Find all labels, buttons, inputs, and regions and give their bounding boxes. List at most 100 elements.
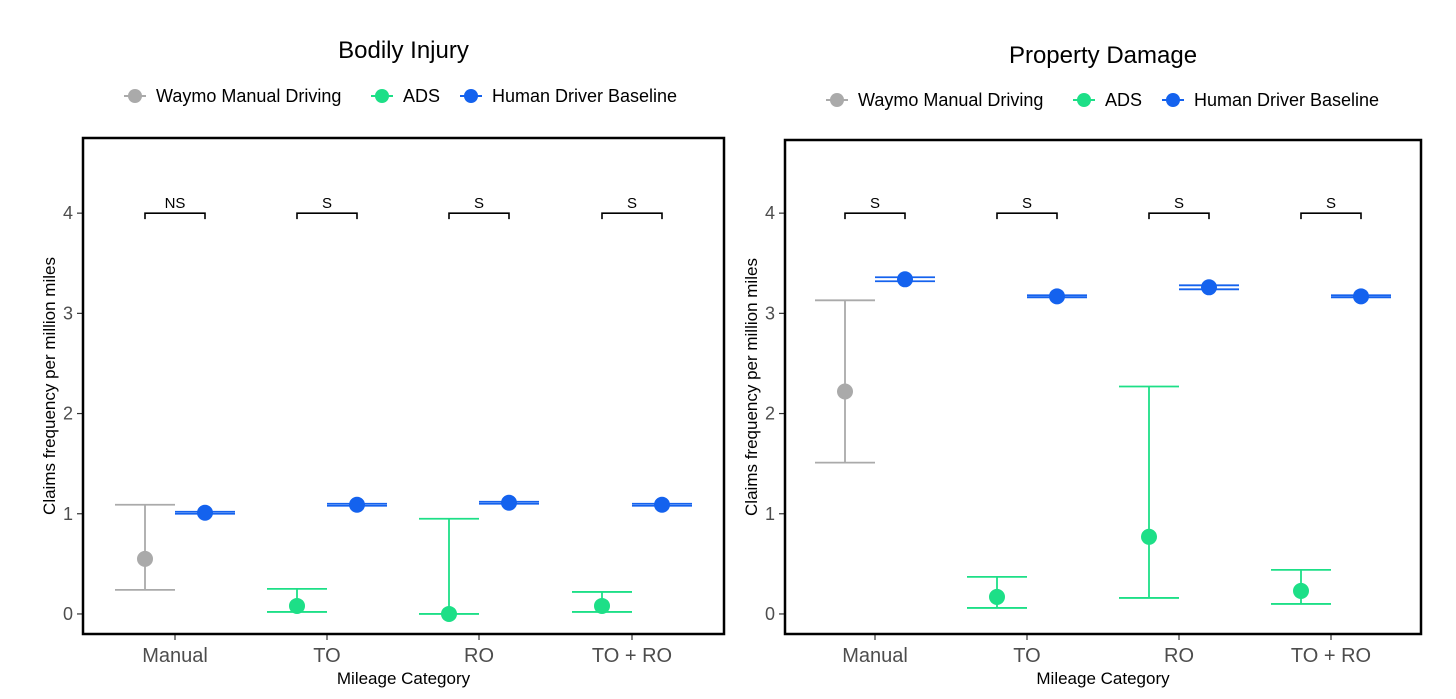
- series-ads: [967, 385, 1331, 609]
- bracket-line: [601, 212, 663, 220]
- legend-key-dot: [375, 89, 389, 103]
- point-marker: [654, 496, 670, 513]
- y-tick-label: 2: [63, 404, 73, 424]
- x-tick-label: TO + RO: [1291, 645, 1371, 667]
- y-tick-label: 4: [765, 203, 775, 223]
- chart-panel-2: Property Damage Waymo Manual Driving ADS Hu…: [742, 42, 1423, 688]
- series-ads: [267, 517, 632, 622]
- significance-bracket: S: [601, 195, 663, 220]
- legend: Waymo Manual Driving ADS Human Driver Base…: [124, 86, 677, 106]
- data-point: [175, 504, 235, 521]
- point-marker: [197, 504, 213, 521]
- data-point: [1119, 385, 1179, 599]
- legend-key-dot: [1166, 93, 1180, 107]
- chart-panel-1: Bodily Injury Waymo Manual Driving ADS Huma…: [40, 37, 726, 688]
- bracket-line: [448, 212, 510, 220]
- legend-item: Human Driver Baseline: [460, 86, 677, 106]
- y-axis-label: Claims frequency per million miles: [742, 258, 761, 516]
- x-tick-label: RO: [464, 645, 494, 667]
- data-point: [815, 299, 875, 464]
- x-tick-label: TO: [313, 645, 340, 667]
- chart-title: Bodily Injury: [338, 37, 469, 64]
- point-marker: [1201, 279, 1217, 296]
- legend-item: Human Driver Baseline: [1162, 90, 1379, 110]
- bracket-line: [1148, 212, 1210, 220]
- point-marker: [594, 597, 610, 614]
- bracket-line: [844, 212, 906, 220]
- data-point: [1271, 568, 1331, 605]
- significance-label: S: [1326, 195, 1336, 212]
- legend-label: Human Driver Baseline: [492, 86, 677, 106]
- data-point: [419, 517, 479, 622]
- point-marker: [441, 605, 457, 622]
- point-marker: [989, 588, 1005, 605]
- x-tick-label: RO: [1164, 645, 1194, 667]
- significance-bracket: S: [996, 195, 1058, 220]
- y-tick-label: 4: [63, 203, 73, 223]
- bracket-line: [296, 212, 358, 220]
- significance-label: S: [1174, 195, 1184, 212]
- y-tick-label: 1: [765, 504, 775, 524]
- x-tick-label: Manual: [142, 645, 208, 667]
- legend-key-dot: [1077, 93, 1091, 107]
- significance-bracket: S: [1148, 195, 1210, 220]
- legend-item: ADS: [371, 86, 440, 106]
- significance-bracket: S: [844, 195, 906, 220]
- significance-label: S: [322, 195, 332, 212]
- significance-label: S: [1022, 195, 1032, 212]
- point-marker: [1353, 288, 1369, 305]
- significance-label: S: [474, 195, 484, 212]
- significance-bracket: S: [296, 195, 358, 220]
- chart-title: Property Damage: [1009, 42, 1197, 69]
- data-point: [327, 496, 387, 513]
- x-axis-label: Mileage Category: [1036, 669, 1170, 688]
- data-point: [1179, 279, 1239, 296]
- plot-frame: [81, 136, 726, 636]
- y-tick-label: 0: [765, 604, 775, 624]
- legend-item: Waymo Manual Driving: [124, 86, 341, 106]
- point-marker: [289, 597, 305, 614]
- data-point: [572, 591, 632, 614]
- point-marker: [137, 550, 153, 567]
- point-marker: [349, 496, 365, 513]
- bracket-line: [144, 212, 206, 220]
- point-marker: [837, 383, 853, 400]
- y-tick-label: 1: [63, 504, 73, 524]
- significance-label: S: [870, 195, 880, 212]
- x-tick-label: TO: [1013, 645, 1040, 667]
- legend: Waymo Manual Driving ADS Human Driver Base…: [826, 90, 1379, 110]
- legend-label: Waymo Manual Driving: [156, 86, 341, 106]
- series-human-driver-baseline: [875, 271, 1391, 305]
- series-human-driver-baseline: [175, 494, 692, 521]
- bracket-line: [996, 212, 1058, 220]
- data-point: [115, 503, 175, 591]
- data-point: [479, 494, 539, 511]
- data-point: [1331, 288, 1391, 305]
- series-waymo-manual-driving: [815, 299, 875, 464]
- significance-label: NS: [165, 195, 186, 212]
- x-tick-label: Manual: [842, 645, 908, 667]
- legend-item: Waymo Manual Driving: [826, 90, 1043, 110]
- bracket-line: [1300, 212, 1362, 220]
- significance-bracket: S: [1300, 195, 1362, 220]
- y-tick-label: 3: [63, 303, 73, 323]
- point-marker: [501, 494, 517, 511]
- significance-label: S: [627, 195, 637, 212]
- data-point: [875, 271, 935, 288]
- legend-label: ADS: [403, 86, 440, 106]
- x-tick-label: TO + RO: [592, 645, 672, 667]
- y-tick-label: 2: [765, 404, 775, 424]
- point-marker: [1141, 528, 1157, 545]
- y-tick-label: 3: [765, 303, 775, 323]
- legend-label: Human Driver Baseline: [1194, 90, 1379, 110]
- series-waymo-manual-driving: [115, 503, 175, 591]
- point-marker: [1293, 582, 1309, 599]
- significance-bracket: S: [448, 195, 510, 220]
- point-marker: [1049, 288, 1065, 305]
- data-point: [1027, 288, 1087, 305]
- legend-key-dot: [830, 93, 844, 107]
- x-axis-label: Mileage Category: [337, 669, 471, 688]
- legend-label: Waymo Manual Driving: [858, 90, 1043, 110]
- plot-frame: [783, 138, 1423, 636]
